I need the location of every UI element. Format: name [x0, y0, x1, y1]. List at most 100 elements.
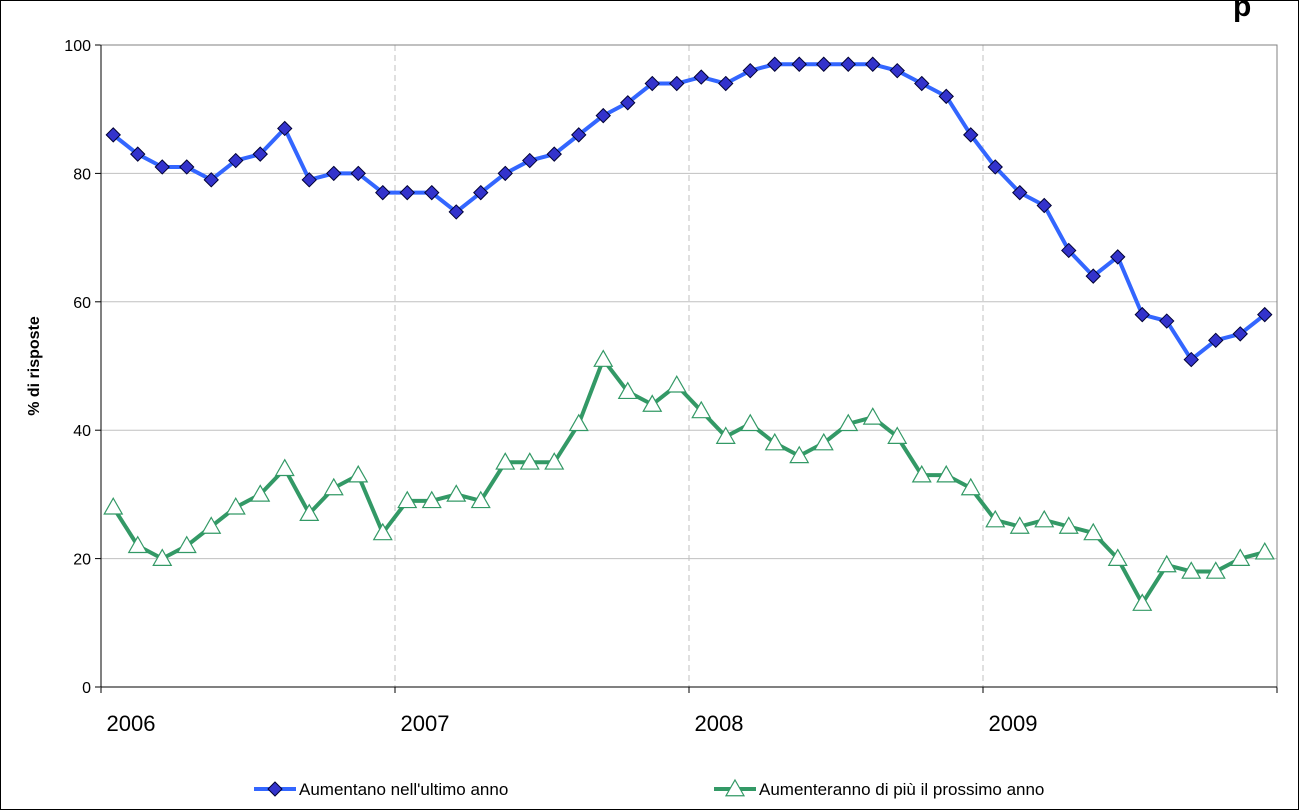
data-point [1183, 351, 1199, 368]
legend-marker [724, 778, 746, 797]
axes [95, 44, 1278, 693]
data-point [593, 349, 614, 367]
data-point [1110, 249, 1126, 265]
data-point [225, 497, 246, 515]
data-point [495, 452, 516, 470]
data-point [399, 184, 415, 201]
x-tick-label: 2007 [401, 711, 450, 736]
data-point [497, 165, 513, 182]
data-point [130, 146, 146, 162]
data-point [326, 165, 342, 182]
data-point [152, 548, 173, 566]
data-point [1012, 184, 1028, 201]
data-point [715, 426, 736, 444]
y-tick-label: 40 [73, 423, 91, 440]
y-axis-label: % di risposte [26, 316, 43, 416]
data-point [813, 432, 834, 451]
data-point [203, 172, 219, 188]
data-point [571, 127, 587, 143]
data-point [446, 484, 467, 502]
data-point [372, 522, 393, 541]
data-point [397, 490, 418, 509]
data-point [1230, 548, 1251, 566]
data-point [568, 413, 589, 432]
x-tick-label: 2009 [989, 711, 1038, 736]
series-1 [105, 56, 1273, 368]
x-tick-label: 2006 [107, 711, 156, 736]
data-point [642, 394, 663, 412]
x-tick-labels: 2006 2007 2008 2009 [107, 711, 1038, 736]
data-point [519, 452, 540, 470]
chart-title: p [1233, 1, 1251, 23]
data-point [250, 484, 271, 502]
data-point [740, 413, 761, 432]
y-tick-label: 60 [73, 295, 91, 312]
data-point [914, 75, 930, 92]
data-point [1205, 561, 1226, 579]
data-point [865, 56, 881, 72]
data-point [595, 107, 611, 124]
data-point [546, 146, 562, 162]
data-point [448, 204, 464, 220]
grid-lines [101, 44, 1277, 687]
data-point [375, 184, 391, 201]
data-point [470, 490, 491, 509]
data-point [669, 75, 685, 92]
x-tick-label: 2008 [695, 711, 744, 736]
data-point [1009, 516, 1030, 534]
data-point [274, 458, 295, 477]
data-point [840, 56, 856, 72]
data-point [693, 69, 709, 85]
legend-marker [267, 781, 283, 797]
data-point [1254, 541, 1275, 560]
y-tick-label: 80 [73, 166, 91, 183]
data-point [1181, 561, 1202, 579]
data-point [127, 535, 148, 554]
data-point [473, 184, 489, 201]
data-point [1134, 306, 1150, 323]
data-point [1058, 516, 1079, 534]
series-line [112, 62, 1266, 362]
y-tick-labels: 0 20 40 60 80 100 [64, 38, 91, 697]
data-point [1085, 268, 1101, 284]
data-point [1132, 593, 1153, 611]
data-point [838, 413, 859, 432]
data-point [424, 184, 440, 201]
data-point [301, 172, 317, 188]
data-point [277, 120, 293, 137]
data-point [103, 497, 124, 515]
data-point [252, 146, 268, 162]
data-point [1257, 306, 1273, 323]
data-point [348, 464, 369, 483]
legend-item-2: Aumenteranno di più il prossimo anno [714, 778, 1044, 799]
data-point [299, 503, 320, 522]
y-tick-label: 0 [82, 680, 91, 697]
data-point [421, 490, 442, 509]
data-point [742, 62, 758, 79]
data-point [1159, 313, 1175, 329]
data-point [985, 509, 1006, 528]
data-point [1036, 197, 1052, 214]
data-point [963, 127, 979, 143]
data-point [1034, 509, 1055, 528]
data-point [987, 159, 1003, 175]
data-point [767, 56, 783, 72]
data-point [176, 535, 197, 554]
data-point [764, 432, 785, 451]
data-point [228, 152, 244, 169]
data-point [617, 381, 638, 400]
data-point [1156, 554, 1177, 573]
data-point [1107, 548, 1128, 566]
data-point [889, 62, 905, 79]
data-point [1083, 522, 1104, 541]
data-point [1232, 326, 1248, 342]
data-point [791, 56, 807, 72]
data-point [938, 88, 954, 105]
data-point [911, 464, 932, 483]
data-point [936, 464, 957, 483]
data-point [522, 152, 538, 169]
legend-item-1: Aumentano nell'ultimo anno [254, 780, 508, 799]
data-point [789, 445, 810, 464]
